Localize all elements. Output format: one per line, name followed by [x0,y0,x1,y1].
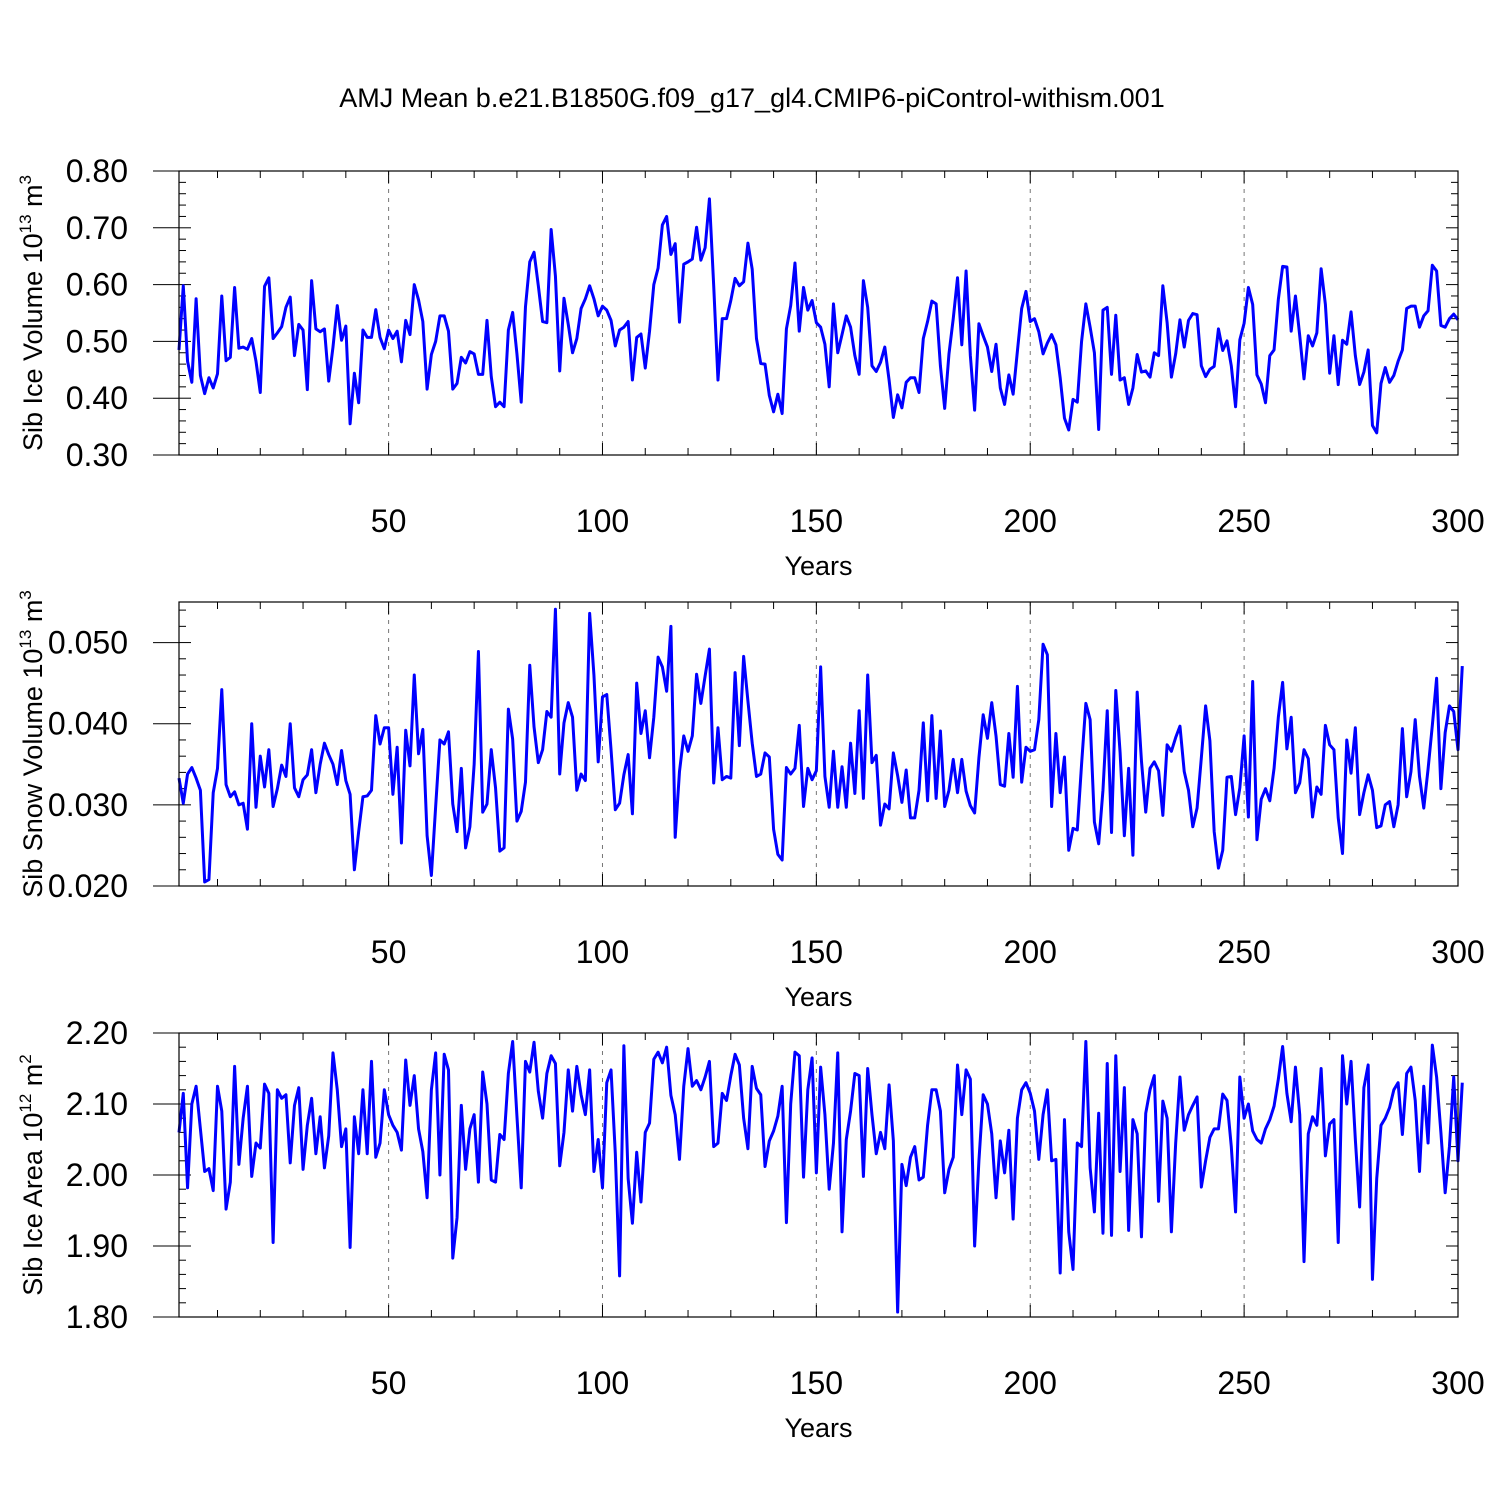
x-axis-title: Years [784,1413,852,1443]
y-tick-label: 0.40 [66,380,128,416]
y-tick-label: 2.10 [66,1086,128,1122]
x-tick-label: 300 [1431,934,1484,970]
x-tick-label: 100 [576,503,629,539]
panel-2: 0.020 0.030 0.040 0.050 50 100 150 200 250 300 Yea… [16,590,1485,1012]
panel-3: 1.80 1.90 2.00 2.10 2.20 50 100 150 200 250 300 Yea… [16,1015,1485,1443]
y-axis-title: Sib Snow Volume 1013 m3 [16,590,48,898]
series-line [177,1040,1464,1314]
series-line [177,607,1464,884]
y-tick-label: 0.60 [66,267,128,303]
x-tick-label: 200 [1004,1365,1057,1401]
chart-title: AMJ Mean b.e21.B1850G.f09_g17_gl4.CMIP6-… [339,83,1164,113]
x-axis-title: Years [784,982,852,1012]
x-tick-label: 300 [1431,1365,1484,1401]
x-tick-label: 100 [576,1365,629,1401]
y-tick-label: 0.50 [66,323,128,359]
series-line [177,197,1460,435]
y-tick-label: 0.040 [48,706,128,742]
y-tick-label: 0.80 [66,153,128,189]
x-tick-label: 50 [371,503,407,539]
y-tick-label: 0.020 [48,868,128,904]
y-tick-label: 0.30 [66,437,128,473]
y-tick-label: 0.050 [48,625,128,661]
x-tick-label: 100 [576,934,629,970]
x-tick-label: 150 [790,1365,843,1401]
plot-frame [178,601,1459,887]
y-tick-label: 2.20 [66,1015,128,1051]
x-tick-label: 150 [790,934,843,970]
x-tick-label: 300 [1431,503,1484,539]
panel-1: 0.30 0.40 0.50 0.60 0.70 0.80 50 100 150 200 250 30… [16,153,1485,581]
x-tick-label: 250 [1217,1365,1270,1401]
y-tick-label: 0.70 [66,210,128,246]
y-tick-label: 0.030 [48,787,128,823]
x-tick-label: 200 [1004,934,1057,970]
x-tick-label: 50 [371,1365,407,1401]
x-tick-label: 50 [371,934,407,970]
x-tick-label: 150 [790,503,843,539]
y-axis-title: Sib Ice Volume 1013 m3 [16,175,48,451]
y-axis-title: Sib Ice Area 1012 m2 [16,1054,48,1296]
y-tick-label: 2.00 [66,1157,128,1193]
x-tick-label: 250 [1217,934,1270,970]
x-tick-label: 250 [1217,503,1270,539]
plot-frame [178,170,1459,456]
y-tick-label: 1.80 [66,1299,128,1335]
y-tick-label: 1.90 [66,1228,128,1264]
x-axis-title: Years [784,551,852,581]
x-tick-label: 200 [1004,503,1057,539]
plot-frame [178,1032,1459,1318]
